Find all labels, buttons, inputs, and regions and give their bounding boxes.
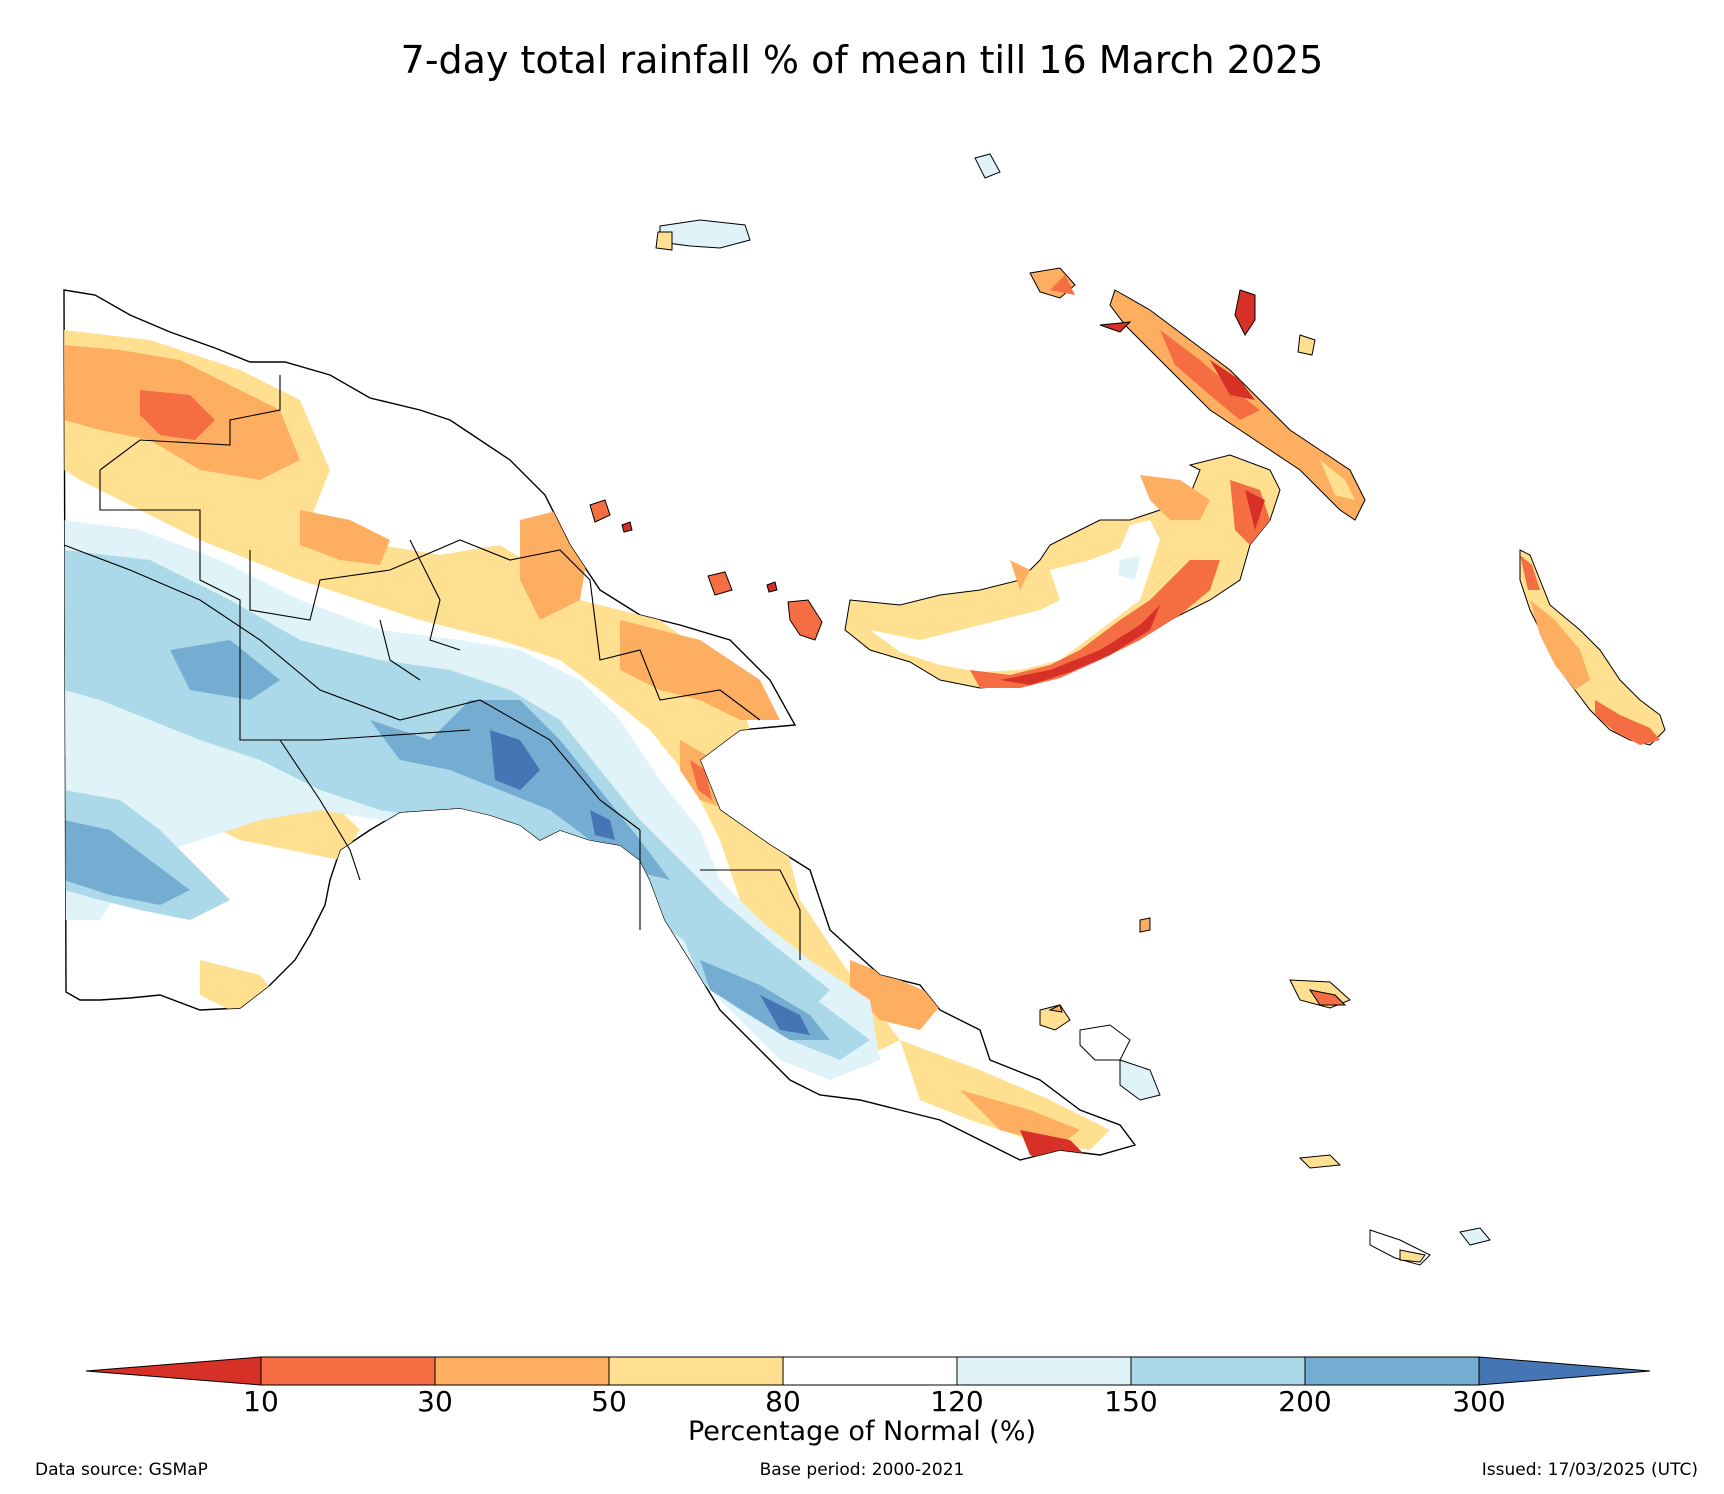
colorbar-tick-120: 120	[930, 1385, 984, 1418]
colorbar-segment-150-200	[1130, 1356, 1306, 1386]
new-britain	[844, 454, 1281, 689]
colorbar-tick-30: 30	[417, 1385, 453, 1418]
bougainville	[1519, 549, 1666, 746]
colorbar-tick-200: 200	[1278, 1385, 1332, 1418]
base-period: Base period: 2000-2021	[759, 1460, 965, 1480]
issued-date: Issued: 17/03/2025 (UTC)	[1481, 1460, 1698, 1480]
new-ireland	[1029, 267, 1366, 521]
colorbar-segment-50-80	[608, 1356, 784, 1386]
colorbar-segment-80-120	[782, 1356, 958, 1386]
colorbar-tick-80: 80	[765, 1385, 801, 1418]
province-boundaries	[63, 375, 801, 960]
colorbar	[85, 1356, 1651, 1386]
data-source: Data source: GSMaP	[35, 1460, 208, 1480]
colorbar-tick-10: 10	[243, 1385, 279, 1418]
colorbar-tick-150: 150	[1104, 1385, 1158, 1418]
colorbar-segment-10-30	[260, 1356, 436, 1386]
colorbar-tick-300: 300	[1452, 1385, 1506, 1418]
colorbar-segment-30-50	[434, 1356, 610, 1386]
milne-bay-islands	[1039, 917, 1491, 1266]
colorbar-segment-120-150	[956, 1356, 1132, 1386]
colorbar-tick-50: 50	[591, 1385, 627, 1418]
map-title: 7-day total rainfall % of mean till 16 M…	[400, 38, 1324, 82]
manus-islands	[655, 153, 1001, 251]
colorbar-under-triangle	[85, 1356, 262, 1386]
colorbar-segment-200-300	[1304, 1356, 1480, 1386]
north-coast-islands	[589, 499, 823, 641]
colorbar-over-triangle	[1478, 1356, 1651, 1386]
colorbar-label: Percentage of Normal (%)	[687, 1416, 1037, 1447]
